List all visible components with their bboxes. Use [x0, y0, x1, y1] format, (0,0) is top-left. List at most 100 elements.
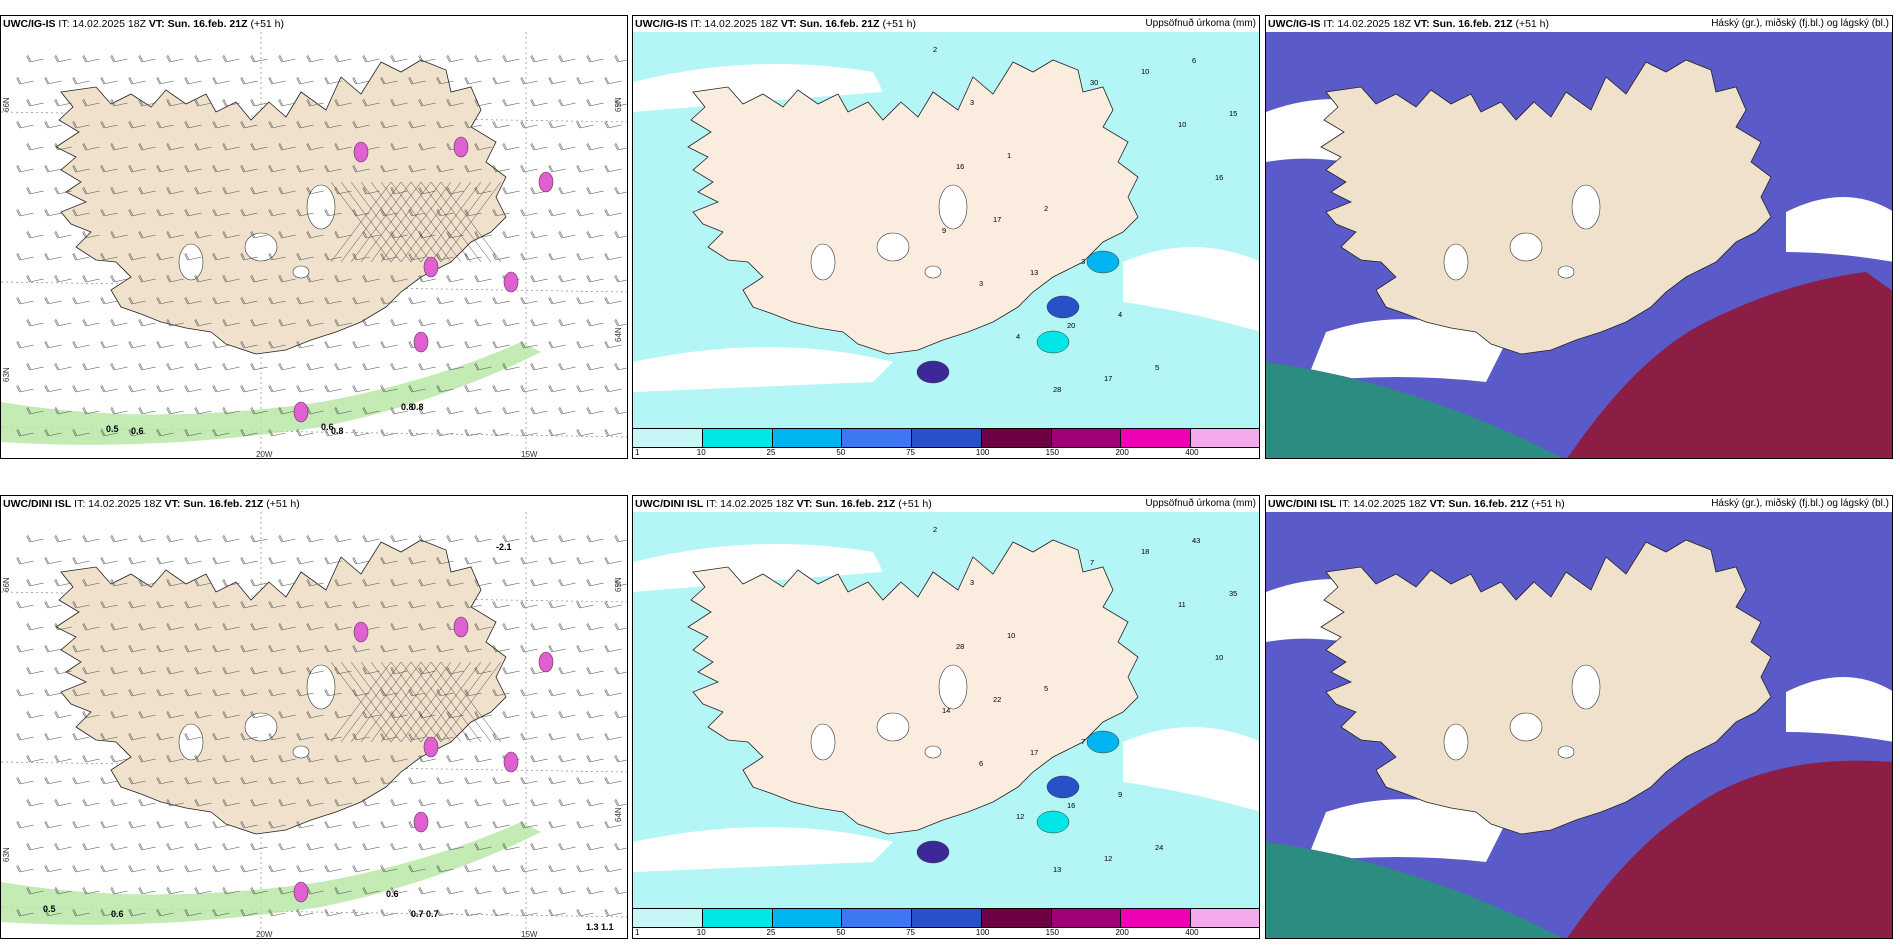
wind-barb: [128, 428, 146, 437]
wind-barb: [54, 406, 72, 415]
wind-barb: [408, 76, 426, 85]
wind-barb: [418, 406, 436, 415]
wind-barb: [166, 318, 184, 327]
wind-barb: [72, 428, 90, 437]
wind-barb: [604, 688, 622, 697]
wind-barb: [520, 340, 538, 349]
wind-barb: [156, 252, 174, 261]
glacier: [1571, 184, 1601, 230]
wind-barb: [604, 120, 622, 129]
wind-barb: [520, 252, 538, 261]
panel-title: UWC/IG-IS IT: 14.02.2025 18Z VT: Sun. 16…: [3, 18, 285, 30]
wind-barb: [110, 98, 128, 107]
wind-barb: [100, 556, 118, 565]
precip-cell: [453, 616, 469, 638]
wind-barb: [268, 644, 286, 653]
wind-barb: [352, 732, 370, 741]
wind-barb: [548, 296, 566, 305]
wind-barb: [184, 600, 202, 609]
wind-barb: [128, 252, 146, 261]
wind-barb: [352, 164, 370, 173]
wind-barb: [380, 556, 398, 565]
precip-value: 12: [1016, 812, 1024, 821]
wind-barb: [390, 230, 408, 239]
wind-barb: [362, 274, 380, 283]
wind-barb: [54, 142, 72, 151]
wind-barb: [194, 186, 212, 195]
wind-barb: [26, 710, 44, 719]
axis-tick-label: 66N: [2, 577, 11, 592]
wind-barb: [408, 644, 426, 653]
wind-barb: [492, 688, 510, 697]
hatch-line: [410, 661, 472, 743]
wind-barb: [138, 318, 156, 327]
wind-barb: [54, 886, 72, 895]
wind-barb: [334, 710, 352, 719]
wind-barb: [352, 556, 370, 565]
wind-barb: [166, 274, 184, 283]
hatch-zone: [330, 181, 502, 263]
wind-barb: [548, 644, 566, 653]
wind-barb: [464, 600, 482, 609]
wind-barb: [324, 428, 342, 437]
wind-barb: [614, 274, 627, 283]
legend-color-swatch: [702, 909, 773, 927]
wind-barb: [268, 908, 286, 917]
wind-barb: [502, 534, 520, 543]
wind-barb: [436, 120, 454, 129]
wind-barb: [446, 54, 464, 63]
wind-barb: [530, 54, 548, 63]
wind-barb: [502, 230, 520, 239]
wind-barb: [222, 666, 240, 675]
wind-barb: [44, 384, 62, 393]
wind-barb: [16, 556, 34, 565]
wind-barb: [474, 578, 492, 587]
wind-barb: [44, 428, 62, 437]
wind-barb: [44, 208, 62, 217]
wind-barb: [156, 76, 174, 85]
wind-barb: [604, 776, 622, 785]
wind-barb: [184, 864, 202, 873]
wind-barb: [100, 820, 118, 829]
wind-barb: [110, 406, 128, 415]
wind-barb: [362, 534, 380, 543]
wind-barb: [362, 710, 380, 719]
wind-barb: [138, 798, 156, 807]
wind-barb: [614, 710, 627, 719]
wind-barb: [240, 600, 258, 609]
wind-barb: [72, 384, 90, 393]
wind-barb: [408, 384, 426, 393]
wind-barbs: [16, 54, 627, 437]
clear-sky: [1306, 319, 1506, 382]
wind-barb: [390, 754, 408, 763]
legend-tick-label: 100: [975, 448, 990, 457]
wind-barb: [324, 600, 342, 609]
wind-barb: [520, 164, 538, 173]
wind-barb: [530, 578, 548, 587]
wind-barb: [278, 318, 296, 327]
wind-barb: [222, 362, 240, 371]
wind-barb: [306, 98, 324, 107]
precip-value: 5: [1044, 684, 1048, 693]
wind-barb: [306, 842, 324, 851]
wind-barb: [324, 820, 342, 829]
wind-barb: [268, 164, 286, 173]
wind-barb: [390, 406, 408, 415]
wind-barb: [44, 776, 62, 785]
wind-barb: [418, 274, 436, 283]
wind-barb: [44, 864, 62, 873]
wind-barb: [530, 98, 548, 107]
precip-cell: [423, 256, 439, 278]
wind-barb: [296, 76, 314, 85]
wind-barb: [306, 754, 324, 763]
precip-cell: [916, 840, 950, 864]
wind-barb: [418, 622, 436, 631]
wind-barb: [474, 710, 492, 719]
wind-barb: [128, 820, 146, 829]
wind-barb: [26, 54, 44, 63]
wind-barb: [530, 710, 548, 719]
wind-barb: [380, 384, 398, 393]
wind-barb: [110, 534, 128, 543]
wind-barb: [558, 886, 576, 895]
wind-barb: [128, 776, 146, 785]
